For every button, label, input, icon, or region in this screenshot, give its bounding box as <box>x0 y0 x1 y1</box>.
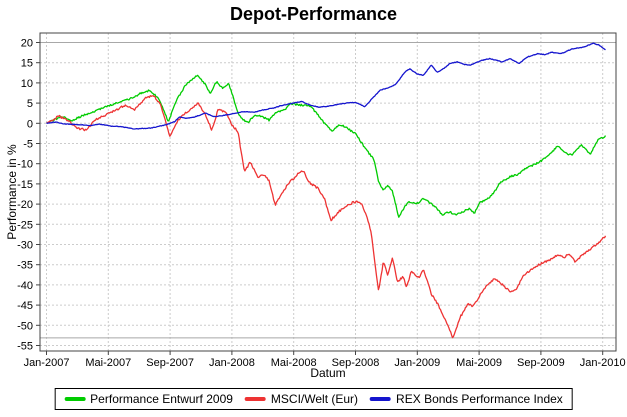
legend-line-red-icon <box>244 397 266 401</box>
legend-label-performance-entwurf: Performance Entwurf 2009 <box>90 392 233 406</box>
x-tick-label: Sep-2007 <box>146 357 194 369</box>
y-tick-label: 15 <box>21 58 33 70</box>
y-tick-label: -35 <box>17 260 33 272</box>
plot-border <box>39 32 617 352</box>
y-tick-label: 20 <box>21 38 33 50</box>
y-tick-label: -40 <box>17 280 33 292</box>
y-tick-label: -25 <box>17 219 33 231</box>
x-tick-label: Mai-2008 <box>271 357 317 369</box>
legend-line-blue-icon <box>370 397 392 401</box>
y-tick-label: -5 <box>23 139 33 151</box>
y-tick-label: -50 <box>17 320 33 332</box>
x-tick-label: Sep-2009 <box>517 357 565 369</box>
legend-label-msci-welt: MSCI/Welt (Eur) <box>270 392 359 406</box>
y-axis-title: Performance in % <box>5 144 19 240</box>
x-tick-label: Jan-2007 <box>24 357 70 369</box>
chart-title: Depot-Performance <box>229 4 398 24</box>
x-tick-label: Sep-2008 <box>332 357 380 369</box>
x-tick-label: Jan-2009 <box>394 357 440 369</box>
x-tick-label: Mai-2009 <box>456 357 502 369</box>
legend-label-rex-bonds: REX Bonds Performance Index <box>396 392 563 406</box>
y-tick-label: -55 <box>17 341 33 353</box>
legend: Performance Entwurf 2009 MSCI/Welt (Eur)… <box>54 388 573 410</box>
y-tick-label: 5 <box>27 98 33 110</box>
y-tick-label: 10 <box>21 78 33 90</box>
y-tick-label: -30 <box>17 240 33 252</box>
series-line-0 <box>46 74 607 218</box>
legend-item-msci-welt: MSCI/Welt (Eur) <box>244 392 359 406</box>
y-tick-label: -15 <box>17 179 33 191</box>
x-axis-title: Datum <box>310 366 346 380</box>
x-tick-label: Mai-2007 <box>85 357 131 369</box>
x-tick-label: Jan-2008 <box>209 357 255 369</box>
x-tick-label: Jan-2010 <box>580 357 626 369</box>
legend-item-performance-entwurf: Performance Entwurf 2009 <box>64 392 233 406</box>
series-line-2 <box>46 42 606 130</box>
y-tick-label: 0 <box>27 118 33 130</box>
y-tick-label: -45 <box>17 300 33 312</box>
series-line-1 <box>46 95 607 339</box>
y-tick-label: -10 <box>17 159 33 171</box>
legend-item-rex-bonds: REX Bonds Performance Index <box>370 392 563 406</box>
legend-line-green-icon <box>64 397 86 401</box>
y-tick-label: -20 <box>17 199 33 211</box>
